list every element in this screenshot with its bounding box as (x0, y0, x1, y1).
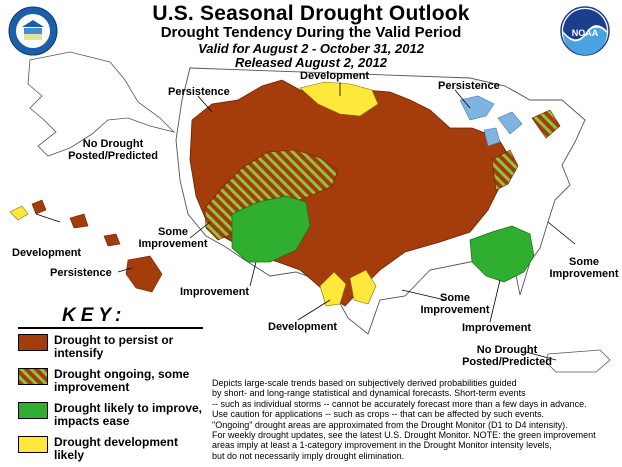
valid-period: Valid for August 2 - October 31, 2012 (198, 41, 424, 56)
some-improvement-region-east (491, 149, 519, 191)
legend-label-develop-line1: Drought development (54, 435, 179, 449)
development-region-texas-b (349, 269, 377, 305)
legend-swatch-ongoing (18, 368, 48, 385)
legend-label-ongoing-line2: improvement (54, 380, 130, 394)
hawaii-island-3 (69, 213, 89, 229)
label-no-drought-pr: No Drought Posted/Predicted (452, 344, 562, 368)
noaa-text: NOAA (572, 28, 599, 38)
label-some-improvement-east-line2: Improvement (549, 268, 619, 280)
disclaimer-notes: Depicts large-scale trends based on subj… (212, 378, 617, 461)
label-no-drought-pr-line1: No Drought (476, 344, 538, 356)
alaska-outline (27, 51, 176, 157)
label-some-improvement-east: Some Improvement (546, 256, 622, 280)
note-line: Use caution for applications -- such as … (212, 409, 545, 420)
note-line: Depicts large-scale trends based on subj… (212, 378, 517, 388)
note-line: "Ongoing" drought areas are approximated… (212, 419, 568, 430)
legend-label-persist-line2: intensify (54, 346, 104, 360)
pointer-lines (35, 82, 576, 361)
key-divider (18, 327, 203, 329)
seal-icon (8, 6, 58, 56)
label-no-drought-pr-line2: Posted/Predicted (462, 356, 552, 368)
legend-swatch-persist (18, 334, 48, 351)
development-region-north (299, 81, 379, 117)
noaa-logo-icon: NOAA (560, 6, 610, 56)
release-date: Released August 2, 2012 (235, 55, 387, 70)
label-improvement-southwest: Improvement (180, 286, 250, 298)
improvement-region-southeast (469, 225, 535, 283)
legend-label-improve-line1: Drought likely to improve, (54, 401, 203, 415)
legend-label-ongoing-line1: Drought ongoing, some (54, 367, 190, 381)
key-title: KEY: (62, 305, 127, 326)
label-some-improvement-west-line2: Improvement (138, 238, 208, 250)
label-persistence-hawaii: Persistence (50, 267, 112, 279)
improvement-region-southwest (231, 195, 311, 263)
label-some-improvement-west-line1: Some (158, 226, 188, 238)
legend-swatch-develop (18, 436, 48, 453)
legend-label-persist: Drought to persist or intensify (54, 334, 214, 360)
label-no-drought-alaska-line2: Posted/Predicted (68, 150, 158, 162)
hawaii-island-1 (9, 205, 29, 221)
puerto-rico-outline (545, 349, 611, 373)
some-improvement-region-ne (531, 109, 561, 139)
note-line: but do not necessarily imply drought eli… (212, 450, 405, 461)
label-persistence-east: Persistence (438, 80, 500, 92)
label-some-improvement-east-line1: Some (569, 256, 599, 268)
label-development-north: Development (300, 70, 370, 82)
note-line: For weekly drought updates, see the late… (212, 430, 596, 441)
legend-label-ongoing: Drought ongoing, some improvement (54, 368, 224, 394)
legend-swatch-improve (18, 402, 48, 419)
note-line: -- such as individual storms -- cannot b… (212, 398, 587, 409)
label-some-improvement-gulf: Some Improvement (420, 292, 490, 316)
great-lakes (459, 95, 523, 147)
hawaii-island-2 (31, 199, 47, 215)
legend-label-improve-line2: impacts ease (54, 414, 130, 428)
map-title: U.S. Seasonal Drought Outlook (152, 2, 470, 25)
label-improvement-southeast: Improvement (462, 322, 532, 334)
label-development-hawaii: Development (12, 247, 82, 259)
legend-label-develop: Drought development likely (54, 436, 214, 462)
hawaii-island-5 (125, 255, 163, 293)
hawaii-island-4 (103, 233, 121, 247)
note-line: areas imply at least a 1-category improv… (212, 440, 552, 451)
label-some-improvement-gulf-line2: Improvement (420, 304, 490, 316)
legend-label-persist-line1: Drought to persist or (54, 333, 174, 347)
note-line: by short- and long-range statistical and… (212, 388, 526, 399)
legend-label-improve: Drought likely to improve, impacts ease (54, 402, 229, 428)
legend-label-develop-line2: likely (54, 448, 85, 462)
map-subtitle: Drought Tendency During the Valid Period (160, 24, 462, 41)
label-no-drought-alaska: No Drought Posted/Predicted (58, 138, 168, 162)
label-no-drought-alaska-line1: No Drought (82, 138, 144, 150)
label-some-improvement-west: Some Improvement (138, 226, 208, 250)
label-some-improvement-gulf-line1: Some (440, 292, 470, 304)
label-persistence-west: Persistence (168, 86, 230, 98)
label-development-texas: Development (268, 321, 338, 333)
